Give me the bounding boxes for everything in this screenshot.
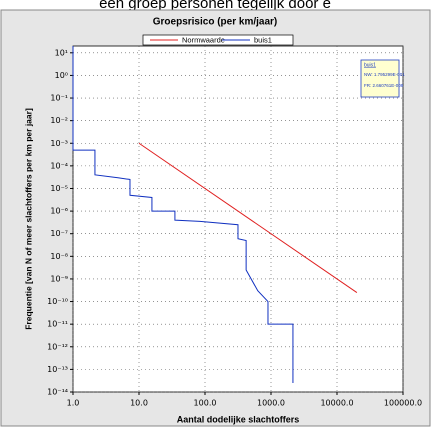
x-tick-label: 1.0 xyxy=(67,399,80,408)
y-tick-label: 10⁻¹⁴ xyxy=(47,388,68,397)
x-tick-label: 10.0 xyxy=(130,399,148,408)
y-axis-label: Frequentie [van N of meer slachtoffers p… xyxy=(23,108,33,330)
x-tick-label: 100000.0 xyxy=(384,399,422,408)
info-line: FR: 2.660761E-009 xyxy=(364,83,404,88)
y-tick-label: 10⁻¹¹ xyxy=(47,320,68,329)
y-tick-label: 10¹ xyxy=(55,48,68,57)
y-tick-label: 10⁻¹² xyxy=(47,342,68,351)
y-tick-label: 10⁻¹⁰ xyxy=(47,297,68,306)
y-tick-label: 10⁻² xyxy=(50,116,68,125)
chart-title: Groepsrisico (per km/jaar) xyxy=(153,17,278,28)
info-title: buis1 xyxy=(364,62,376,68)
y-tick-label: 10⁻¹³ xyxy=(47,365,68,374)
plot-area xyxy=(72,45,404,393)
x-tick-label: 100.0 xyxy=(194,399,217,408)
y-tick-label: 10⁻⁴ xyxy=(50,161,68,170)
info-line: NW: 1.795299E-001 xyxy=(364,72,405,77)
series-line xyxy=(138,142,358,293)
legend xyxy=(142,34,294,46)
legend-label: Normwaarde xyxy=(182,35,225,44)
y-tick-label: 10⁻⁹ xyxy=(50,274,68,283)
y-tick-label: 10⁻⁶ xyxy=(50,207,68,216)
legend-label: buis1 xyxy=(254,35,272,44)
y-tick-label: 10⁻⁵ xyxy=(50,184,68,193)
info-box xyxy=(360,59,400,98)
y-tick-label: 10⁻³ xyxy=(50,139,68,148)
x-tick-label: 1000.0 xyxy=(257,399,285,408)
x-axis-label: Aantal dodelijke slachtoffers xyxy=(177,414,300,424)
x-tick-label: 10000.0 xyxy=(320,399,353,408)
y-tick-label: 10⁻¹ xyxy=(50,94,68,103)
series-line xyxy=(72,46,294,383)
y-tick-label: 10⁻⁷ xyxy=(50,229,68,238)
y-tick-label: 10⁻⁸ xyxy=(50,252,68,261)
y-tick-label: 10⁰ xyxy=(55,71,68,80)
header-text: een groep personen tegelijk door e xyxy=(99,0,331,12)
